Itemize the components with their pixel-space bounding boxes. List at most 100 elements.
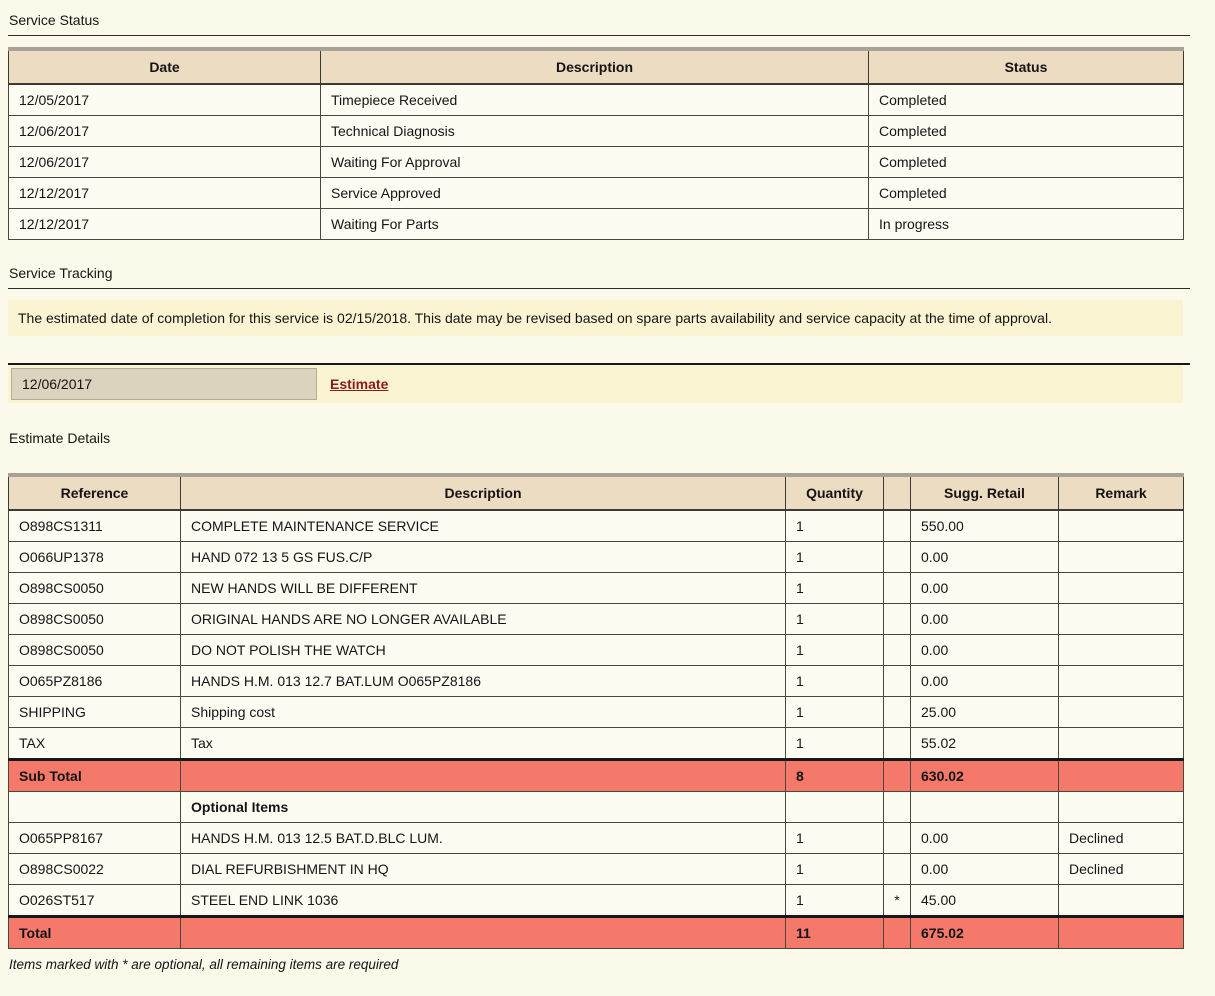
cell-description: Optional Items [180,791,786,823]
cell-description: HAND 072 13 5 GS FUS.C/P [180,541,786,573]
cell-description: STEEL END LINK 1036 [180,884,786,917]
cell-sugg-retail: 0.00 [910,572,1059,604]
table-row: O898CS1311 COMPLETE MAINTENANCE SERVICE 1 5… [8,509,1184,542]
cell-description: HANDS H.M. 013 12.7 BAT.LUM O065PZ8186 [180,665,786,697]
cell-star [883,915,911,949]
column-header-status: Status [868,48,1184,85]
table-row: SHIPPING Shipping cost 1 25.00 [8,696,1184,728]
table-row: 12/12/2017 Service Approved Completed [8,177,1184,209]
cell-sugg-retail: 55.02 [910,727,1059,760]
cell-quantity: 1 [785,822,884,854]
cell-quantity: 1 [785,634,884,666]
divider [8,363,1190,365]
table-row: Sub Total 8 630.02 [8,758,1184,792]
cell-quantity: 8 [785,758,884,792]
document-date: 12/06/2017 [11,368,317,400]
cell-reference: O898CS0050 [8,634,181,666]
cell-status: Completed [868,177,1184,209]
cell-quantity: 11 [785,915,884,949]
cell-quantity: 1 [785,541,884,573]
cell-reference: O065PP8167 [8,822,181,854]
cell-sugg-retail: 0.00 [910,541,1059,573]
cell-sugg-retail [910,791,1059,823]
cell-status: Completed [868,83,1184,116]
cell-sugg-retail: 0.00 [910,603,1059,635]
service-status-body: 12/05/2017 Timepiece Received Completed 12/… [8,83,1184,240]
cell-remark [1058,696,1184,728]
cell-star [883,572,911,604]
estimate-details-title: Estimate Details [9,430,111,446]
cell-quantity: 1 [785,696,884,728]
cell-reference: O898CS0050 [8,603,181,635]
table-row: O898CS0050 NEW HANDS WILL BE DIFFERENT 1 0.… [8,572,1184,604]
table-row: Total 11 675.02 [8,915,1184,949]
spacer [8,336,1187,363]
cell-description: Service Approved [320,177,869,209]
table-row: O898CS0022 DIAL REFURBISHMENT IN HQ 1 0.00 D… [8,853,1184,885]
cell-star [883,509,911,542]
cell-star [883,727,911,760]
cell-quantity: 1 [785,853,884,885]
cell-date: 12/06/2017 [8,115,321,147]
column-header-optional-marker [883,474,911,511]
cell-star [883,822,911,854]
cell-quantity: 1 [785,572,884,604]
cell-sugg-retail: 25.00 [910,696,1059,728]
divider [8,35,1190,36]
cell-description: HANDS H.M. 013 12.5 BAT.D.BLC LUM. [180,822,786,854]
cell-description: Waiting For Approval [320,146,869,178]
table-row: O898CS0050 DO NOT POLISH THE WATCH 1 0.00 [8,634,1184,666]
cell-remark: Declined [1058,853,1184,885]
document-link-cell: Estimate [317,368,388,400]
cell-reference: Total [8,915,181,949]
cell-remark [1058,541,1184,573]
cell-star [883,853,911,885]
cell-status: Completed [868,146,1184,178]
cell-star [883,758,911,792]
table-row: O898CS0050 ORIGINAL HANDS ARE NO LONGER A… [8,603,1184,635]
cell-remark [1058,634,1184,666]
cell-sugg-retail: 0.00 [910,822,1059,854]
cell-sugg-retail: 630.02 [910,758,1059,792]
column-header-date: Date [8,48,321,85]
cell-reference: O066UP1378 [8,541,181,573]
cell-date: 12/06/2017 [8,146,321,178]
table-header-row: Reference Description Quantity Sugg. Ret… [8,474,1184,511]
table-row: 12/12/2017 Waiting For Parts In progress [8,208,1184,240]
service-status-table: Date Description Status 12/05/2017 Timepi… [8,47,1184,240]
cell-star [883,541,911,573]
cell-remark [1058,791,1184,823]
estimate-details-table: Reference Description Quantity Sugg. Ret… [8,473,1184,949]
document-row: 12/06/2017 Estimate [8,365,1183,403]
cell-star [883,665,911,697]
table-row: Optional Items [8,791,1184,823]
table-row: 12/05/2017 Timepiece Received Completed [8,83,1184,116]
cell-star [883,696,911,728]
service-tracking-title: Service Tracking [9,265,113,281]
cell-date: 12/12/2017 [8,177,321,209]
cell-quantity: 1 [785,509,884,542]
cell-description: Waiting For Parts [320,208,869,240]
cell-quantity: 1 [785,884,884,917]
cell-sugg-retail: 45.00 [910,884,1059,917]
cell-reference: O898CS0022 [8,853,181,885]
column-header-reference: Reference [8,474,181,511]
cell-sugg-retail: 0.00 [910,634,1059,666]
cell-description: Technical Diagnosis [320,115,869,147]
cell-reference: Sub Total [8,758,181,792]
cell-quantity: 1 [785,603,884,635]
cell-status: Completed [868,115,1184,147]
cell-description: Timepiece Received [320,83,869,116]
cell-sugg-retail: 0.00 [910,853,1059,885]
estimate-link[interactable]: Estimate [330,376,389,392]
table-row: O065PZ8186 HANDS H.M. 013 12.7 BAT.LUM O0… [8,665,1184,697]
column-header-remark: Remark [1058,474,1184,511]
cell-remark [1058,509,1184,542]
cell-sugg-retail: 0.00 [910,665,1059,697]
column-header-description: Description [320,48,869,85]
cell-remark [1058,665,1184,697]
cell-reference: SHIPPING [8,696,181,728]
cell-quantity: 1 [785,665,884,697]
service-status-title: Service Status [9,12,100,28]
